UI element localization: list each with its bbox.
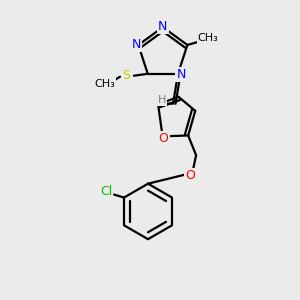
Text: N: N bbox=[158, 20, 168, 33]
Text: O: O bbox=[159, 132, 169, 145]
Text: N: N bbox=[176, 68, 186, 81]
Text: S: S bbox=[122, 69, 130, 82]
Text: Cl: Cl bbox=[100, 185, 112, 198]
Text: H: H bbox=[158, 95, 166, 106]
Text: N: N bbox=[132, 38, 141, 51]
Text: CH₃: CH₃ bbox=[198, 33, 219, 43]
Text: CH₃: CH₃ bbox=[95, 79, 116, 89]
Text: O: O bbox=[185, 169, 195, 182]
